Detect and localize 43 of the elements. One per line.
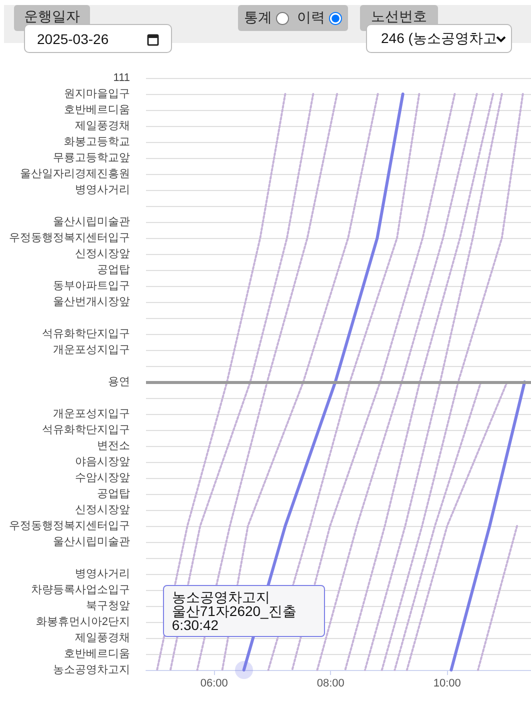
- y-tick-label: 공업탑: [97, 488, 130, 500]
- text: 통계: [244, 9, 272, 27]
- y-tick-label: 병영사거리: [75, 184, 130, 196]
- y-tick-label: 제일풍경채: [75, 120, 130, 132]
- y-tick-label: 병영사거리: [75, 568, 130, 580]
- y-tick-label: 공업탑: [97, 264, 130, 276]
- y-tick-label: 차량등록사업소입구: [31, 584, 130, 596]
- y-tick-label: 우정동행정복지센터입구: [9, 232, 130, 244]
- annotation: 농소공영차고지 울산71자2620_진출 6:30:42: [172, 589, 298, 633]
- y-tick-label: 화봉고등학교: [64, 136, 130, 148]
- x-tick-label: 10:00: [433, 678, 461, 690]
- y-tick-label: 울산번개시장앞: [53, 296, 130, 308]
- y-tick-label: 호반베르디움: [64, 648, 130, 660]
- text: 246 (농소공영차고: [381, 30, 497, 48]
- y-tick-label: 북구청앞: [86, 600, 130, 612]
- text: 노선번호: [360, 5, 438, 31]
- y-tick-label: 호반베르디움: [64, 104, 130, 116]
- y-tick-label: 수암시장앞: [75, 472, 130, 484]
- y-tick-label: 용연: [108, 376, 130, 388]
- x-tick-label: 06:00: [200, 678, 228, 690]
- text: 이력: [297, 9, 325, 27]
- y-tick-label: 울산일자리경제진흥원: [20, 168, 130, 180]
- text: 운행일자: [14, 5, 90, 31]
- y-tick-label: 울산시립미술관: [53, 216, 130, 228]
- y-tick-label: 개운포성지입구: [53, 344, 130, 356]
- y-tick-label: 석유화학단지입구: [42, 424, 130, 436]
- y-tick-label: 농소공영차고지: [53, 664, 130, 676]
- y-tick-label: 석유화학단지입구: [42, 328, 130, 340]
- y-tick-label: 변전소: [97, 440, 130, 452]
- text: 2025-03-26: [37, 30, 109, 46]
- y-tick-label: 우정동행정복지센터입구: [9, 520, 130, 532]
- y-tick-label: 울산시립미술관: [53, 536, 130, 548]
- y-tick-label: 무룡고등학교앞: [53, 152, 130, 164]
- y-tick-label: 111: [113, 72, 130, 84]
- y-tick-label: 원지마을입구: [64, 88, 130, 100]
- y-tick-label: 야음시장앞: [75, 456, 130, 468]
- y-tick-label: 화봉휴먼시아2단지: [36, 616, 130, 628]
- y-tick-label: 신정시장앞: [75, 504, 130, 516]
- y-tick-label: 개운포성지입구: [53, 408, 130, 420]
- y-tick-label: 제일풍경채: [75, 632, 130, 644]
- x-tick-label: 08:00: [316, 678, 344, 690]
- y-tick-label: 신정시장앞: [75, 248, 130, 260]
- y-tick-label: 동부아파트입구: [53, 280, 130, 292]
